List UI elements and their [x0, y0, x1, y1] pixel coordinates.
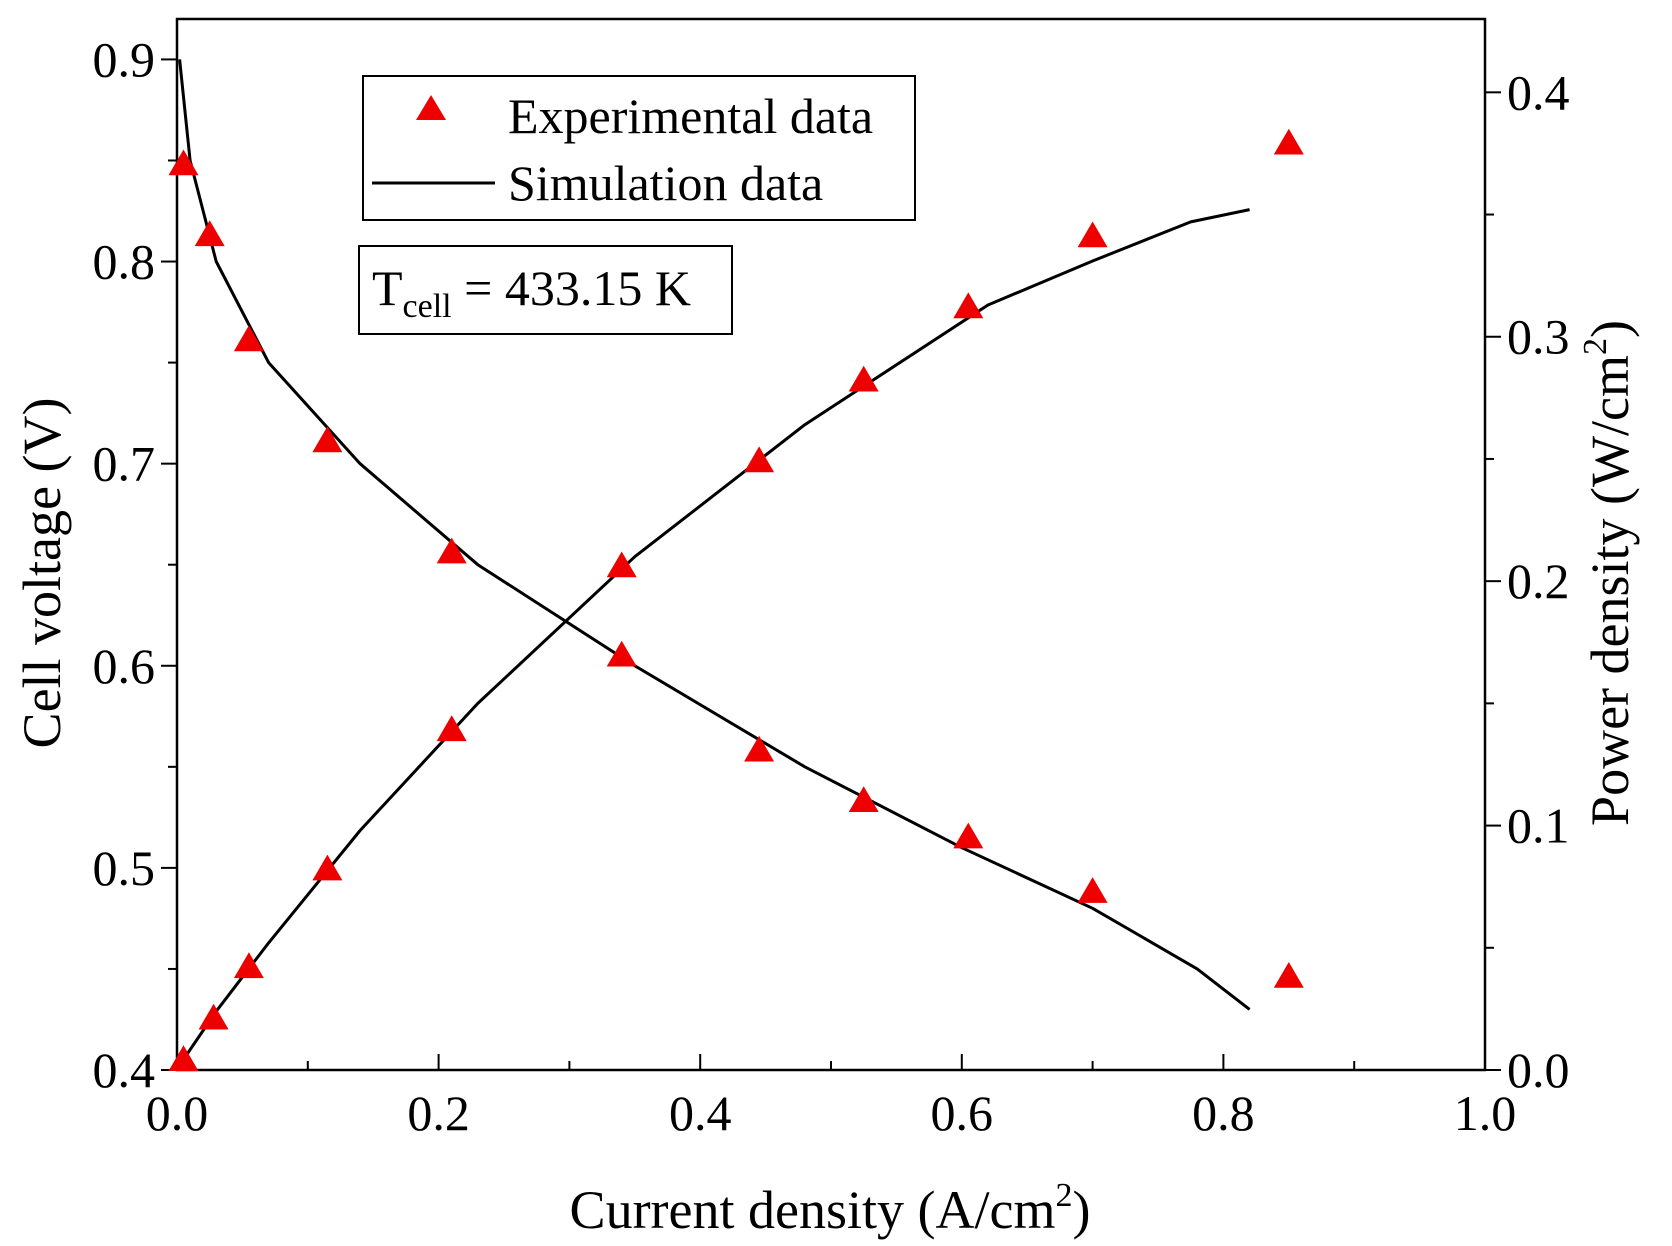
- x-tick-label: 0.2: [407, 1085, 470, 1141]
- experimental-voltage-point: [953, 822, 984, 849]
- experimental-power-point: [848, 365, 879, 392]
- experimental-voltage-point: [1077, 877, 1108, 903]
- legend-label-experimental: Experimental data: [508, 88, 873, 144]
- annotation-text: Tcell = 433.15 K: [372, 260, 691, 325]
- experimental-voltage-point: [436, 537, 467, 564]
- y-left-tick-label: 0.6: [93, 638, 156, 694]
- y-right-tick-label: 0.0: [1507, 1042, 1570, 1098]
- legend: Experimental data Simulation data: [362, 75, 916, 221]
- x-tick-label: 0.8: [1192, 1085, 1255, 1141]
- experimental-voltage-point: [1273, 962, 1304, 988]
- x-tick-label: 0.6: [931, 1085, 994, 1141]
- experimental-voltage-point: [194, 220, 225, 247]
- y-right-tick-label: 0.1: [1507, 798, 1570, 854]
- experimental-voltage-point: [168, 149, 199, 176]
- experimental-power-point: [168, 1045, 199, 1071]
- experimental-voltage-point: [233, 325, 264, 352]
- x-tick-label: 1.0: [1454, 1085, 1517, 1141]
- y-left-tick-label: 0.9: [93, 31, 156, 87]
- annotation-box: [358, 245, 733, 335]
- x-axis-title: Current density (A/cm2): [570, 1177, 1091, 1240]
- legend-box: [362, 75, 916, 221]
- simulated-power-line: [178, 208, 1250, 1066]
- experimental-voltage-point: [744, 735, 775, 762]
- experimental-power-point: [744, 446, 775, 473]
- legend-label-simulation: Simulation data: [508, 155, 823, 211]
- experimental-power-point: [1273, 128, 1304, 155]
- y-left-tick-label: 0.4: [93, 1042, 156, 1098]
- experimental-voltage-point: [606, 640, 637, 667]
- x-tick-label: 0.0: [146, 1085, 209, 1141]
- y-axis-left-title: Cell voltage (V): [12, 398, 72, 749]
- y-axis-right-title: Power density (W/cm2): [1577, 320, 1640, 826]
- x-tick-label: 0.4: [669, 1085, 732, 1141]
- experimental-power-point: [606, 551, 637, 578]
- y-left-tick-label: 0.5: [93, 840, 156, 896]
- y-right-tick-label: 0.4: [1507, 64, 1570, 120]
- experimental-power-point: [1077, 221, 1108, 248]
- y-left-tick-label: 0.7: [93, 436, 156, 492]
- series-markers: [168, 128, 1304, 1071]
- experimental-power-point: [233, 952, 264, 979]
- experimental-power-point: [953, 292, 984, 319]
- temperature-annotation: Tcell = 433.15 K: [358, 245, 733, 335]
- y-right-tick-label: 0.2: [1507, 553, 1570, 609]
- y-left-tick-label: 0.8: [93, 234, 156, 290]
- experimental-voltage-point: [848, 786, 879, 812]
- experimental-power-point: [312, 854, 343, 881]
- y-right-tick-label: 0.3: [1507, 309, 1570, 365]
- legend-triangle-marker: [416, 95, 446, 120]
- tick-labels: 0.0 0.2 0.4 0.6 0.8 1.00.40.50.60.70.80.90.00…: [93, 31, 1570, 1141]
- experimental-power-point: [436, 715, 467, 742]
- experimental-voltage-point: [312, 426, 343, 453]
- experimental-power-point: [198, 1003, 229, 1030]
